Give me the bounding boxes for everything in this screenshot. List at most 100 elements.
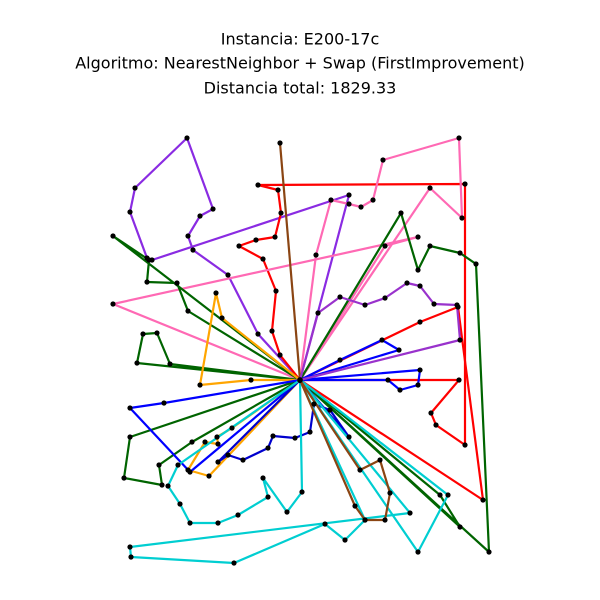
route-line <box>298 281 462 382</box>
customer-point <box>190 247 196 253</box>
customer-point <box>269 328 275 334</box>
customer-point <box>140 331 146 337</box>
customer-point <box>445 492 451 498</box>
customer-point <box>362 302 368 308</box>
customer-point <box>456 377 462 383</box>
customer-point <box>454 302 460 308</box>
customer-point <box>431 301 437 307</box>
customer-point <box>342 537 348 543</box>
customer-point <box>165 483 171 489</box>
customer-point <box>231 560 237 566</box>
customer-point <box>311 401 317 407</box>
route-line <box>299 368 422 392</box>
customer-point <box>110 301 116 307</box>
customer-point <box>457 524 463 530</box>
customer-point <box>417 367 423 373</box>
customer-point <box>417 283 423 289</box>
customer-point <box>206 473 212 479</box>
customer-point <box>215 459 221 465</box>
customer-point <box>161 400 167 406</box>
customer-point <box>358 204 364 210</box>
customer-point <box>486 549 492 555</box>
customer-point <box>110 233 116 239</box>
customer-point <box>456 135 462 141</box>
customer-point <box>459 215 465 221</box>
customer-point <box>260 475 266 481</box>
customer-point <box>185 308 191 314</box>
customer-point <box>313 252 319 258</box>
customer-point <box>480 497 486 503</box>
customer-point <box>396 347 402 353</box>
customer-point <box>398 210 404 216</box>
customer-point <box>462 442 468 448</box>
customer-point <box>255 182 261 188</box>
customer-point <box>379 337 385 343</box>
customer-point <box>346 434 352 440</box>
customer-point <box>121 475 127 481</box>
customer-point <box>127 434 133 440</box>
customer-point <box>225 272 231 278</box>
customer-point <box>156 462 162 468</box>
customer-point <box>229 425 235 431</box>
customer-point <box>235 512 241 518</box>
customer-point <box>127 209 133 215</box>
route-line <box>299 211 491 554</box>
customer-point <box>270 433 276 439</box>
customer-point <box>292 435 298 441</box>
customer-point <box>144 279 150 285</box>
route-line <box>198 291 301 387</box>
customer-point <box>382 243 388 249</box>
customer-point <box>189 439 195 445</box>
customer-point <box>307 429 313 435</box>
customer-point <box>277 140 283 146</box>
customer-point <box>328 197 334 203</box>
customer-point <box>337 357 343 363</box>
customer-point <box>260 256 266 262</box>
customer-point <box>377 457 383 463</box>
customer-point <box>427 185 433 191</box>
route-line <box>299 379 450 554</box>
customer-point <box>213 290 219 296</box>
customer-point <box>215 520 221 526</box>
customer-point <box>197 382 203 388</box>
customer-point <box>187 469 193 475</box>
customer-point <box>462 181 468 187</box>
customer-point <box>167 361 173 367</box>
customer-point <box>210 206 216 212</box>
chart-subtitle: Algoritmo: NearestNeighbor + Swap (First… <box>75 54 525 73</box>
customer-point <box>327 407 333 413</box>
customer-point <box>127 544 133 550</box>
customer-point <box>215 441 221 447</box>
customer-point <box>127 405 133 411</box>
customer-point <box>248 377 254 383</box>
customer-point <box>417 319 423 325</box>
customer-point <box>214 434 220 440</box>
customer-point <box>322 521 328 527</box>
route-line <box>299 379 462 529</box>
customer-point <box>174 280 180 286</box>
customer-point <box>184 135 190 141</box>
customer-point <box>253 237 259 243</box>
customer-point <box>457 250 463 256</box>
customer-point <box>277 352 283 358</box>
customer-point <box>407 510 413 516</box>
customer-point <box>315 310 321 316</box>
customer-point <box>219 315 225 321</box>
route-line <box>135 331 301 382</box>
customer-point <box>415 549 421 555</box>
customer-point <box>415 234 421 240</box>
route-line <box>278 141 302 381</box>
customer-point <box>272 234 278 240</box>
customer-point <box>146 257 152 263</box>
chart-annotation: Distancia total: 1829.33 <box>204 79 397 98</box>
customer-point <box>273 288 279 294</box>
customer-point <box>437 492 443 498</box>
customer-point <box>132 185 138 191</box>
customer-point <box>299 489 305 495</box>
customer-point <box>128 554 134 560</box>
route-line <box>166 379 304 525</box>
customer-point <box>346 192 352 198</box>
route-line <box>298 379 392 522</box>
customer-point <box>297 377 303 383</box>
customer-point <box>357 467 363 473</box>
